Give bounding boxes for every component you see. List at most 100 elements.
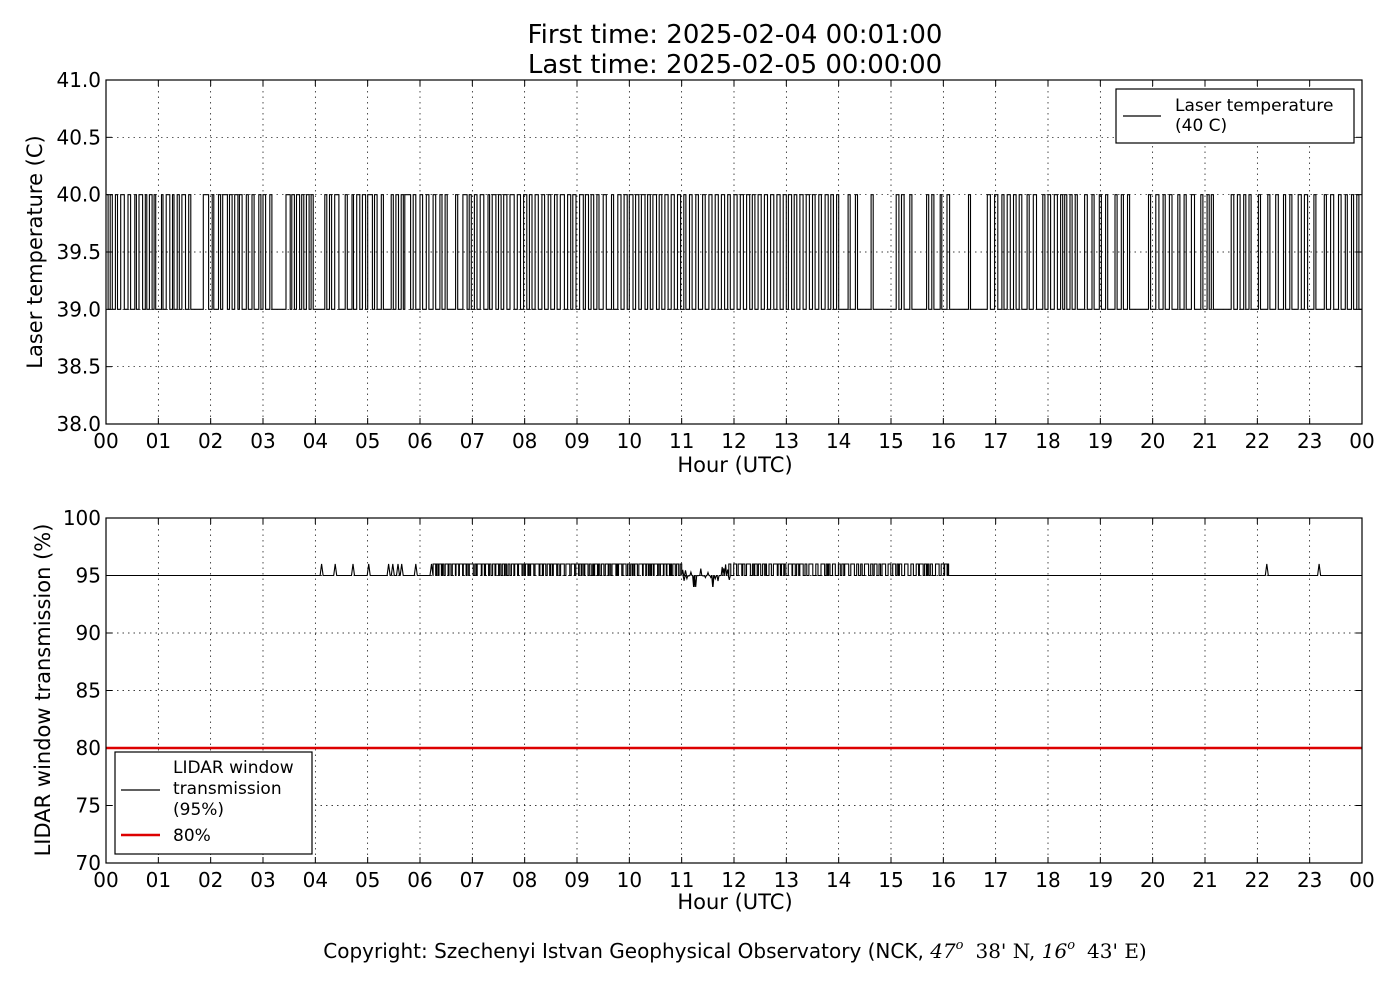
legend-label-line: Laser temperature (1175, 96, 1333, 116)
latitude-degree-mark: o (956, 938, 964, 953)
x-tick-label: 18 (1035, 868, 1060, 892)
x-tick-label: 09 (564, 868, 589, 892)
x-tick-label: 12 (721, 429, 746, 453)
title-line-1: First time: 2025-02-04 00:01:00 (528, 20, 943, 50)
y-tick-label: 95 (76, 564, 101, 588)
bottom-x-tick-labels: 00 01 02 03 04 05 06 07 08 09 10 11 12 13 14 15 16 17 18 19… (93, 868, 1374, 892)
x-tick-label: 02 (198, 868, 223, 892)
legend-label-line: (40 C) (1175, 116, 1227, 136)
x-tick-label: 00 (1349, 429, 1374, 453)
x-tick-label: 14 (826, 868, 851, 892)
lidar-transmission-line (106, 563, 1362, 588)
lidar-transmission-series (106, 563, 1362, 588)
bottom-legend: LIDAR window transmission (95%) 80% (114, 751, 313, 855)
bottom-y-axis-label: LIDAR window transmission (%) (31, 524, 55, 857)
x-tick-label: 03 (250, 868, 275, 892)
latitude-degrees: 47 (929, 939, 956, 963)
x-tick-label: 09 (564, 429, 589, 453)
y-tick-label: 70 (76, 851, 101, 875)
top-legend: Laser temperature (40 C) (1115, 88, 1355, 144)
x-tick-label: 15 (878, 868, 903, 892)
x-tick-label: 23 (1297, 429, 1322, 453)
laser-temperature-line (107, 194, 1362, 310)
x-tick-label: 15 (878, 429, 903, 453)
legend-label-line: (95%) (173, 800, 224, 820)
y-tick-label: 38.5 (56, 355, 101, 379)
bottom-legend-label-80: 80% (173, 826, 211, 846)
bottom-y-tick-labels: 70 75 80 85 90 95 100 (63, 506, 101, 875)
x-tick-label: 19 (1088, 868, 1113, 892)
y-tick-label: 85 (76, 679, 101, 703)
x-tick-label: 00 (1349, 868, 1374, 892)
x-tick-label: 19 (1088, 429, 1113, 453)
x-tick-label: 01 (146, 429, 171, 453)
x-tick-label: 10 (617, 868, 642, 892)
longitude-degree-mark: o (1067, 938, 1075, 953)
x-tick-label: 10 (617, 429, 642, 453)
y-tick-label: 40.0 (56, 183, 101, 207)
x-tick-label: 22 (1245, 868, 1270, 892)
x-tick-label: 00 (93, 429, 118, 453)
x-tick-label: 00 (93, 868, 118, 892)
top-legend-label: Laser temperature (40 C) (1175, 96, 1333, 136)
legend-label-line: transmission (173, 779, 282, 799)
y-tick-label: 80 (76, 736, 101, 760)
x-tick-label: 17 (983, 429, 1008, 453)
x-tick-label: 18 (1035, 429, 1060, 453)
top-y-axis-label: Laser temperature (C) (23, 135, 47, 368)
x-tick-label: 07 (460, 429, 485, 453)
x-tick-label: 12 (721, 868, 746, 892)
lidar-transmission-chart: 70 75 80 85 90 95 100 00 01 02 03 04 05 06 07 08 09 10 11… (31, 506, 1375, 914)
bottom-legend-box (114, 751, 313, 855)
longitude-degrees: 16 (1042, 939, 1068, 963)
x-tick-label: 13 (774, 429, 799, 453)
y-tick-label: 41.0 (56, 68, 101, 92)
x-tick-label: 05 (355, 868, 380, 892)
x-tick-label: 20 (1140, 429, 1165, 453)
copyright-prefix: Copyright: Szechenyi Istvan Geophysical … (323, 939, 930, 963)
copyright-text: Copyright: Szechenyi Istvan Geophysical … (323, 938, 1146, 963)
x-tick-label: 21 (1192, 429, 1217, 453)
x-tick-label: 08 (512, 429, 537, 453)
top-plot-frame (105, 79, 1363, 425)
title-line-2: Last time: 2025-02-05 00:00:00 (528, 50, 942, 80)
top-x-tick-labels: 00 01 02 03 04 05 06 07 08 09 10 11 12 13 14 15 16 17 18 19… (93, 429, 1374, 453)
x-tick-label: 14 (826, 429, 851, 453)
x-tick-label: 04 (303, 429, 328, 453)
y-tick-label: 39.5 (56, 240, 101, 264)
x-tick-label: 07 (460, 868, 485, 892)
y-tick-label: 100 (63, 506, 101, 530)
x-tick-label: 06 (407, 429, 432, 453)
legend-label-line: LIDAR window (173, 758, 294, 778)
x-tick-label: 04 (303, 868, 328, 892)
x-tick-label: 03 (250, 429, 275, 453)
latitude-minutes: 38' N, (975, 939, 1041, 963)
laser-temperature-series (107, 194, 1362, 310)
x-tick-label: 01 (146, 868, 171, 892)
longitude-minutes: 43' E) (1087, 939, 1147, 963)
y-tick-label: 39.0 (56, 297, 101, 321)
top-x-axis-label: Hour (UTC) (677, 453, 792, 477)
x-tick-label: 11 (669, 868, 694, 892)
x-tick-label: 23 (1297, 868, 1322, 892)
y-tick-label: 90 (76, 621, 101, 645)
y-tick-label: 38.0 (56, 412, 101, 436)
bottom-plot-frame (105, 517, 1363, 864)
x-tick-label: 13 (774, 868, 799, 892)
x-tick-label: 11 (669, 429, 694, 453)
bottom-x-axis-label: Hour (UTC) (677, 890, 792, 914)
laser-temperature-chart: 38.038.539.039.540.040.541.0 00 01 02 03 04 0… (23, 68, 1375, 477)
x-tick-label: 16 (931, 868, 956, 892)
y-tick-label: 40.5 (56, 125, 101, 149)
x-tick-label: 08 (512, 868, 537, 892)
x-tick-label: 17 (983, 868, 1008, 892)
top-y-tick-labels: 38.0 38.5 39.0 39.5 40.0 40.5 41.0 (56, 68, 101, 436)
y-tick-label: 75 (76, 794, 101, 818)
bottom-legend-label-transmission: LIDAR window transmission (95%) (173, 758, 294, 820)
x-tick-label: 06 (407, 868, 432, 892)
x-tick-label: 16 (931, 429, 956, 453)
x-tick-label: 20 (1140, 868, 1165, 892)
x-tick-label: 05 (355, 429, 380, 453)
x-tick-label: 02 (198, 429, 223, 453)
